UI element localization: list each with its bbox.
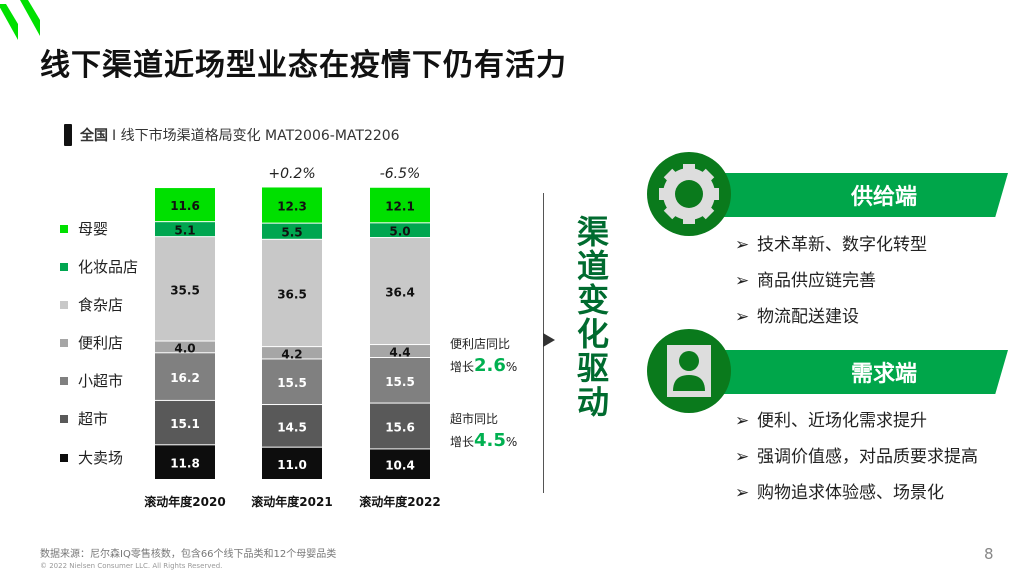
chart-subtitle: 全国 I 线下市场渠道格局变化 MAT2006-MAT2206	[64, 124, 400, 146]
copyright: © 2022 Nielsen Consumer LLC. All Rights …	[40, 562, 223, 570]
driver-title: 渠道变化驱动	[576, 213, 609, 421]
data-label: 15.1	[170, 417, 200, 431]
page-number: 8	[984, 545, 994, 563]
legend-item: 大卖场	[60, 447, 123, 468]
bar-segment-4-1	[262, 359, 322, 405]
bar-segment-3-1	[262, 347, 322, 359]
category-label: 滚动年度2020	[144, 494, 225, 509]
bar-segment-2-0	[155, 237, 215, 341]
demand-list: ➢ 便利、近场化需求提升 ➢ 强调价值感，对品质要求提高 ➢ 购物追求体验感、场景化	[735, 411, 978, 503]
data-label: 15.6	[385, 420, 415, 434]
legend-item: 食杂店	[60, 294, 123, 315]
growth-annotation: -6.5%	[380, 166, 421, 182]
data-label: 12.3	[277, 200, 307, 214]
bar-segment-6-0	[155, 445, 215, 479]
legend-label: 便利店	[78, 334, 124, 352]
bar-segment-2-1	[262, 239, 322, 347]
gear-icon	[647, 152, 731, 236]
data-label: 4.2	[281, 347, 302, 361]
legend-label: 化妆品店	[78, 258, 139, 276]
data-label: 5.1	[174, 224, 195, 238]
category-label: 滚动年度2022	[359, 494, 440, 509]
bar-segment-1-2	[370, 223, 430, 238]
supply-banner: 供给端	[690, 173, 1008, 217]
bar-segment-0-2	[370, 187, 430, 223]
legend-swatch	[60, 453, 68, 462]
legend-swatch	[60, 300, 68, 309]
note-convenience: 便利店同比 增长2.6%	[450, 337, 518, 376]
supply-list: ➢ 技术革新、数字化转型 ➢ 商品供应链完善 ➢ 物流配送建设	[735, 235, 927, 327]
legend-label: 超市	[78, 410, 109, 428]
bar-segment-4-2	[370, 357, 430, 403]
data-label: 14.5	[277, 420, 307, 434]
data-label: 12.1	[385, 200, 415, 214]
legend-label: 食杂店	[78, 296, 124, 314]
legend-swatch	[60, 262, 68, 271]
source-note: 数据来源：尼尔森IQ零售核数，包含66个线下品类和12个母婴品类	[40, 549, 337, 560]
bar-segment-3-0	[155, 341, 215, 353]
user-icon	[647, 329, 731, 413]
legend-item: 化妆品店	[60, 256, 138, 277]
bar-segment-5-2	[370, 403, 430, 449]
data-label: 5.5	[281, 226, 302, 240]
bar-segment-3-2	[370, 345, 430, 357]
category-label: 滚动年度2021	[251, 494, 332, 509]
note-supermarket: 超市同比 增长4.5%	[450, 412, 518, 451]
data-label: 36.5	[277, 287, 307, 301]
legend-item: 超市	[60, 408, 108, 429]
data-label: 11.6	[170, 199, 200, 213]
data-label: 36.4	[385, 286, 415, 300]
legend-item: 小超市	[60, 370, 123, 391]
legend-item: 便利店	[60, 332, 123, 353]
bar-segment-5-1	[262, 405, 322, 447]
legend-item: 母婴	[60, 218, 108, 239]
bar-segment-1-1	[262, 223, 322, 239]
legend-label: 大卖场	[78, 449, 124, 467]
bar-segment-2-2	[370, 238, 430, 345]
legend-label: 母婴	[78, 220, 109, 238]
stacked-bar-chart: 11.8 15.1 16.2 4.0 35.5 5.1 11.6 滚动年度2020 11.0 14…	[144, 166, 440, 509]
growth-annotation: +0.2%	[268, 166, 315, 182]
page-title: 线下渠道近场型业态在疫情下仍有活力	[40, 48, 567, 83]
legend-label: 小超市	[78, 372, 124, 390]
bar-segment-0-1	[262, 187, 322, 223]
bar-segment-4-0	[155, 353, 215, 400]
subtitle-bold: 全国	[80, 128, 108, 144]
data-label: 15.5	[385, 375, 415, 389]
data-label: 11.0	[277, 458, 307, 472]
legend-swatch	[60, 414, 68, 423]
data-label: 5.0	[389, 225, 410, 239]
legend-swatch	[60, 338, 68, 347]
demand-banner: 需求端	[690, 350, 1008, 394]
data-label: 11.8	[170, 457, 200, 471]
bar-segment-6-2	[370, 449, 430, 479]
bar-segment-1-0	[155, 222, 215, 237]
bar-segment-5-0	[155, 400, 215, 445]
data-label: 10.4	[385, 459, 415, 473]
bar-segment-0-0	[155, 188, 215, 222]
data-label: 4.4	[389, 346, 410, 360]
data-label: 35.5	[170, 283, 200, 297]
arrow-right-icon	[543, 333, 555, 347]
bar-segment-6-1	[262, 447, 322, 479]
data-label: 4.0	[174, 341, 195, 355]
subtitle-text: I 线下市场渠道格局变化 MAT2006-MAT2206	[112, 128, 400, 144]
legend-swatch	[60, 376, 68, 385]
logo-icon	[0, 0, 40, 40]
data-label: 15.5	[277, 376, 307, 390]
data-label: 16.2	[170, 371, 200, 385]
legend-swatch	[60, 224, 68, 233]
